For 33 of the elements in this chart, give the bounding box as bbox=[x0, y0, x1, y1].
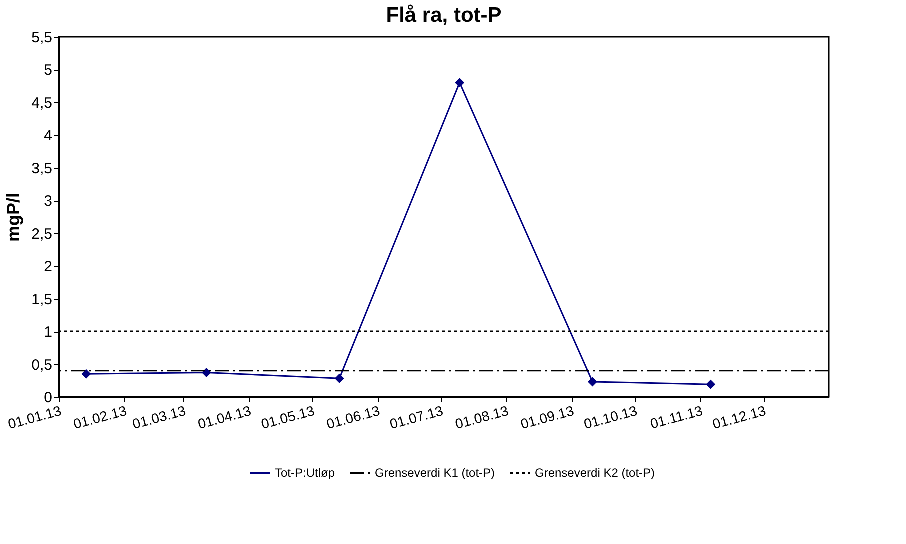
y-tick-label: 0,5 bbox=[32, 356, 52, 374]
point bbox=[82, 369, 92, 379]
y-tick-label: 1,5 bbox=[32, 291, 52, 308]
x-tick-label: 01.06.13 bbox=[324, 402, 382, 432]
y-tick-label: 3 bbox=[44, 193, 52, 210]
point bbox=[588, 377, 598, 387]
y-tick-label: 4 bbox=[44, 128, 52, 145]
legend-label: Grenseverdi K1 (tot-P) bbox=[375, 466, 496, 480]
x-tick-label: 01.12.13 bbox=[710, 402, 768, 432]
x-tick-label: 01.11.13 bbox=[648, 402, 705, 432]
x-tick-label: 01.10.13 bbox=[582, 402, 640, 432]
x-tick-label: 01.04.13 bbox=[196, 402, 254, 432]
y-tick-label: 5 bbox=[44, 62, 52, 80]
y-tick-label: 4,5 bbox=[32, 94, 52, 112]
x-tick-label: 01.07.13 bbox=[388, 402, 446, 432]
x-tick-label: 01.05.13 bbox=[259, 402, 316, 432]
x-tick-label: 01.09.13 bbox=[518, 402, 576, 432]
x-tick-label: 01.08.13 bbox=[454, 402, 511, 432]
y-tick-label: 3,5 bbox=[32, 160, 52, 178]
x-tick-label: 01.03.13 bbox=[130, 402, 188, 432]
chart-title: Flå ra, tot-P bbox=[386, 4, 502, 27]
point bbox=[202, 368, 212, 378]
y-tick-label: 2,5 bbox=[32, 226, 52, 243]
point bbox=[706, 380, 716, 390]
legend-label: Grenseverdi K2 (tot-P) bbox=[535, 466, 656, 480]
y-tick-label: 5,5 bbox=[32, 30, 52, 46]
y-tick-label: 2 bbox=[44, 258, 52, 276]
x-tick-label: 01.02.13 bbox=[72, 402, 129, 432]
y-tick-label: 1 bbox=[44, 324, 52, 342]
y-axis-title: mgP/l bbox=[4, 192, 24, 242]
point bbox=[334, 374, 344, 384]
point bbox=[455, 78, 465, 88]
legend-label: Tot-P:Utløp bbox=[275, 466, 336, 480]
